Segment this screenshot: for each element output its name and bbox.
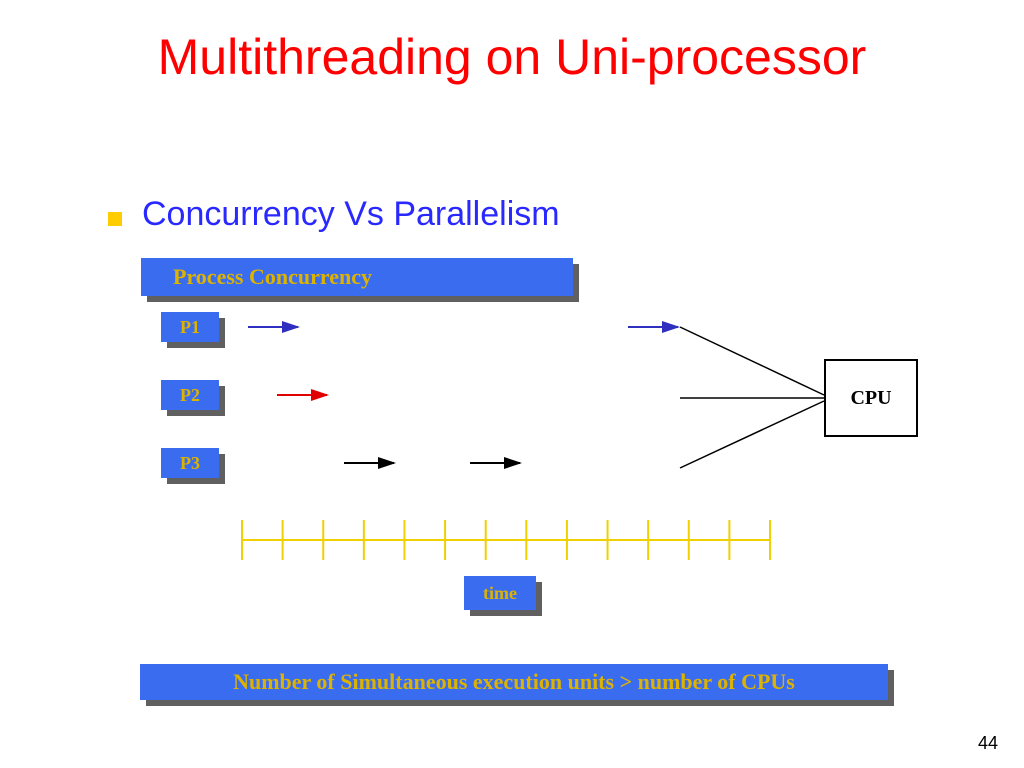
banner-header-label: Process Concurrency <box>173 264 372 290</box>
title-text: Multithreading on Uni-processor <box>158 29 867 85</box>
process-p3-box: P3 <box>161 448 219 478</box>
process-p1-box: P1 <box>161 312 219 342</box>
bullet-text: Concurrency Vs Parallelism <box>142 195 560 234</box>
p1-label: P1 <box>180 317 200 338</box>
time-label: time <box>483 583 517 604</box>
cpu-label: CPU <box>850 387 891 410</box>
slide-number: 44 <box>978 733 998 754</box>
timeline-axis <box>242 520 770 560</box>
process-arrows <box>248 327 678 463</box>
slide-title: Multithreading on Uni-processor <box>0 28 1024 86</box>
p3-label: P3 <box>180 453 200 474</box>
footer-label: Number of Simultaneous execution units >… <box>233 669 795 695</box>
bullet-square-icon <box>108 212 122 226</box>
footer-note-banner: Number of Simultaneous execution units >… <box>140 664 888 700</box>
process-p2-box: P2 <box>161 380 219 410</box>
p2-label: P2 <box>180 385 200 406</box>
cpu-box: CPU <box>824 359 918 437</box>
process-concurrency-banner: Process Concurrency <box>141 258 573 296</box>
cpu-convergence-lines <box>680 327 824 468</box>
bullet-row: Concurrency Vs Parallelism <box>108 195 560 234</box>
time-label-box: time <box>464 576 536 610</box>
